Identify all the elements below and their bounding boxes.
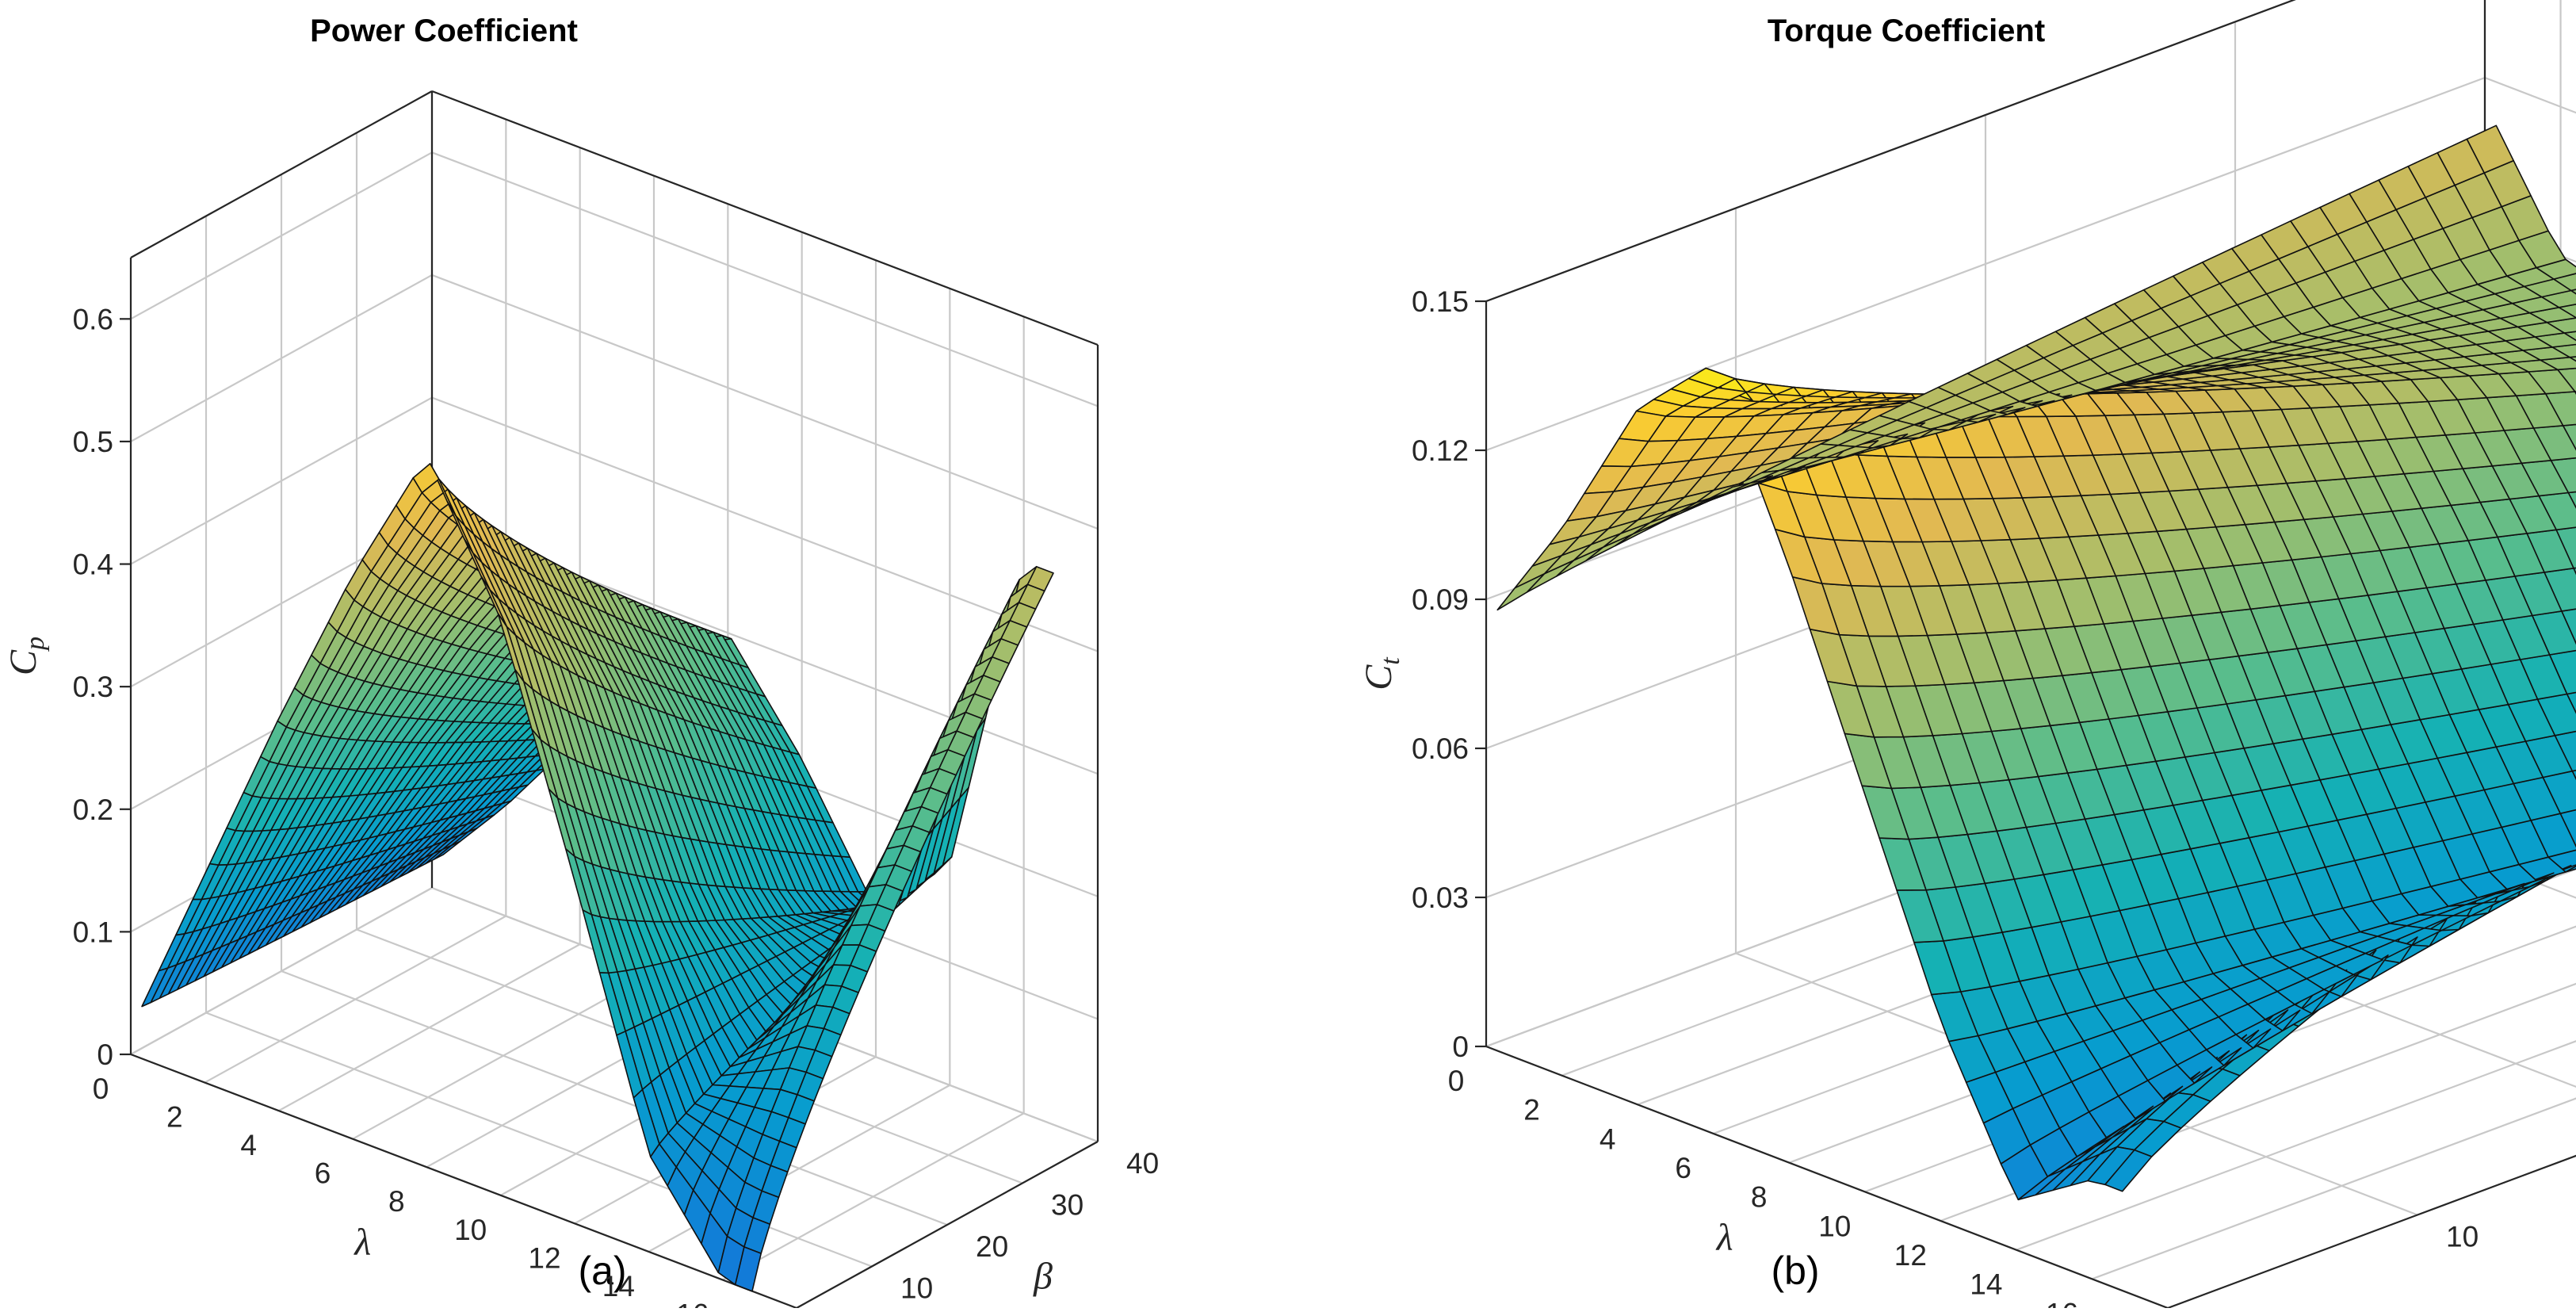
chart-title: Torque Coefficient xyxy=(1768,13,2045,48)
x-tick-label: 14 xyxy=(602,1270,635,1302)
x-tick-label: 6 xyxy=(1675,1152,1691,1184)
z-tick-label: 0.06 xyxy=(1412,733,1469,765)
axis-box-edge xyxy=(432,91,1098,345)
x-tick-label: 8 xyxy=(1751,1181,1768,1214)
x-tick-label: 10 xyxy=(1818,1210,1851,1242)
x-axis-label: λ xyxy=(1715,1217,1733,1259)
floor-grid-line xyxy=(279,944,580,1111)
z-axis-symbol: C xyxy=(1358,664,1400,690)
z-tick-label: 0.2 xyxy=(73,794,113,826)
z-tick-label: 0.5 xyxy=(73,426,113,458)
x-tick-label: 2 xyxy=(1523,1094,1540,1126)
wall-grid-line xyxy=(432,152,1098,406)
x-tick-label: 16 xyxy=(676,1298,709,1308)
z-tick-label: 0 xyxy=(1452,1031,1469,1063)
z-tick-label: 0.12 xyxy=(1412,434,1469,467)
z-tick-label: 0.3 xyxy=(73,671,113,703)
z-axis-subscript: t xyxy=(1376,656,1405,665)
z-tick-label: 0 xyxy=(97,1039,113,1071)
x-tick-label: 4 xyxy=(1599,1123,1616,1155)
z-tick-label: 0.6 xyxy=(73,303,113,335)
z-tick-label: 0.03 xyxy=(1412,882,1469,914)
z-axis-symbol: C xyxy=(2,649,44,675)
x-tick-label: 0 xyxy=(1448,1065,1465,1097)
y-tick-label: 40 xyxy=(1126,1147,1159,1180)
x-tick-label: 2 xyxy=(166,1101,183,1134)
z-axis-subscript: p xyxy=(21,637,50,652)
y-axis-label: β xyxy=(1033,1256,1053,1298)
surface-mesh xyxy=(142,464,1053,1291)
y-tick-label: 20 xyxy=(976,1230,1008,1263)
x-tick-label: 12 xyxy=(528,1241,560,1274)
x-tick-label: 16 xyxy=(2046,1297,2078,1308)
power-coefficient-chart: Power Coefficient (a) 00.10.20.30.40.50.… xyxy=(2,13,1159,1308)
x-tick-label: 10 xyxy=(454,1214,487,1246)
z-tick-label: 0.15 xyxy=(1412,285,1469,318)
y-tick-label: 10 xyxy=(2446,1221,2479,1253)
wall-grid-line xyxy=(432,275,1098,529)
x-tick-label: 0 xyxy=(93,1073,109,1105)
x-tick-label: 12 xyxy=(1894,1239,1927,1272)
z-tick-label: 0.1 xyxy=(73,916,113,948)
y-tick-label: 10 xyxy=(900,1272,933,1305)
z-tick-label: 0.09 xyxy=(1412,583,1469,616)
z-tick-label: 0.4 xyxy=(73,549,113,581)
y-tick-label: 30 xyxy=(1051,1189,1084,1222)
x-axis-label: λ xyxy=(353,1221,371,1263)
chart-title: Power Coefficient xyxy=(310,13,578,48)
x-tick-label: 8 xyxy=(388,1185,405,1218)
x-tick-label: 14 xyxy=(1970,1268,2002,1301)
x-tick-label: 6 xyxy=(315,1157,331,1190)
panel-caption: (b) xyxy=(1771,1249,1819,1293)
x-tick-label: 4 xyxy=(240,1129,257,1161)
z-axis-label: Ct xyxy=(1358,656,1405,690)
torque-coefficient-chart: Torque Coefficient (b) 0 0.03 0.06 0.09 0.12… xyxy=(1358,0,2576,1308)
axis-box-edge xyxy=(797,1142,1098,1308)
z-axis-label: Cp xyxy=(2,637,50,675)
